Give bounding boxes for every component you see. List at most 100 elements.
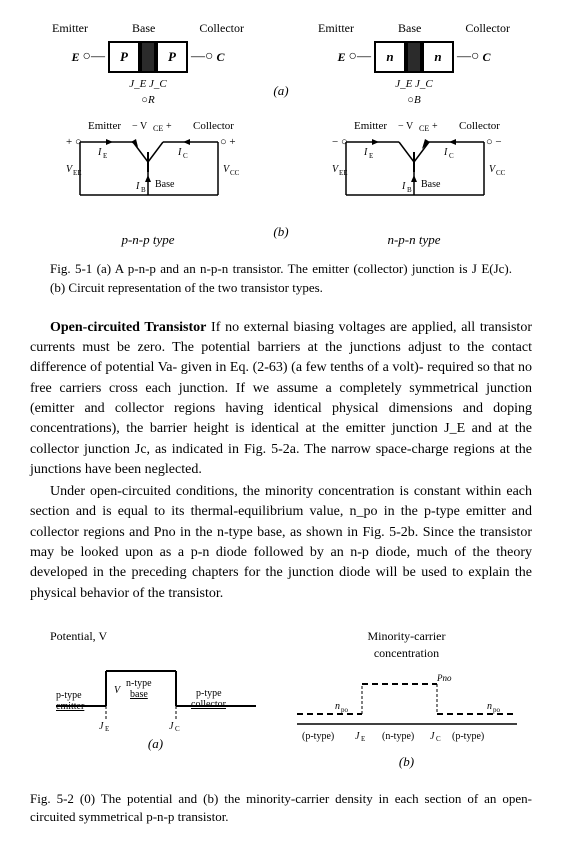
svg-text:I: I: [177, 147, 182, 158]
svg-text:Pno: Pno: [436, 673, 452, 683]
fig52-left: Potential, V p-type emitter V n-type bas…: [30, 628, 281, 780]
svg-text:I: I: [363, 147, 368, 158]
svg-text:C: C: [436, 735, 441, 743]
region-n1: n: [374, 41, 406, 73]
fig51-npn-block: Emitter Base Collector E ○— n n —○ C J_E…: [296, 20, 532, 109]
fig52-panel-b: (b): [281, 753, 532, 772]
svg-text:− V: − V: [398, 121, 414, 132]
bottom-b: B: [414, 94, 421, 106]
label-collector2: Collector: [465, 20, 510, 37]
fig51-npn-circuit: Emitter − VCE + Collector − ○ ○ − IE IC …: [296, 117, 532, 250]
svg-text:(p-type): (p-type): [452, 731, 484, 742]
svg-text:n-type: n-type: [126, 678, 152, 689]
fig52-left-title: Potential, V: [50, 628, 281, 645]
label-emitter: Emitter: [52, 20, 88, 37]
junction-labels-pnp: J_E J_C: [30, 77, 266, 93]
region-p2: P: [156, 41, 188, 73]
region-base-shaded2: [406, 41, 422, 73]
svg-text:base: base: [130, 689, 148, 700]
svg-text:J: J: [430, 731, 435, 742]
svg-text:CC: CC: [496, 169, 506, 177]
svg-text:E: E: [105, 725, 109, 731]
svg-text:Base: Base: [155, 179, 175, 190]
fig51-panel-b: (b): [266, 223, 296, 242]
svg-text:EE: EE: [339, 169, 348, 177]
svg-text:n: n: [335, 701, 340, 712]
svg-text:E: E: [361, 735, 365, 743]
npn-circuit-svg: Emitter − VCE + Collector − ○ ○ − IE IC …: [314, 117, 514, 227]
svg-text:CE: CE: [419, 124, 429, 133]
label-collector: Collector: [199, 20, 244, 37]
svg-text:− V: − V: [132, 121, 148, 132]
svg-text:E: E: [369, 152, 373, 160]
fig52-caption: Fig. 5-2 (0) The potential and (b) the m…: [30, 790, 532, 828]
terminal-e: E: [72, 49, 80, 66]
svg-text:emitter: emitter: [56, 701, 85, 712]
npn-type-label: n-p-n type: [296, 231, 532, 250]
p2-text: Under open-circuited conditions, the min…: [30, 482, 532, 604]
svg-text:C: C: [175, 725, 180, 731]
svg-text:I: I: [97, 147, 102, 158]
region-p1: P: [108, 41, 140, 73]
pnp-block-diagram: E ○— P P —○ C: [30, 41, 266, 73]
fig51-pnp-circuit: Emitter − VCE + Collector + ○ ○ + IE IC …: [30, 117, 266, 250]
svg-text:CE: CE: [153, 124, 163, 133]
svg-text:J: J: [99, 721, 104, 731]
svg-text:EE: EE: [73, 169, 82, 177]
terminal-c: C: [216, 49, 224, 66]
label-base: Base: [132, 20, 155, 37]
svg-text:C: C: [449, 152, 454, 160]
fig52-row: Potential, V p-type emitter V n-type bas…: [30, 628, 532, 780]
fig51-pnp-block: Emitter Base Collector E ○— P P —○ C J_E…: [30, 20, 266, 109]
svg-text:B: B: [407, 186, 412, 194]
fig52-right-title: Minority-carrier concentration: [281, 628, 532, 663]
svg-text:C: C: [183, 152, 188, 160]
svg-text:p-type: p-type: [56, 690, 82, 701]
svg-text:Emitter: Emitter: [88, 120, 121, 132]
svg-text:J: J: [169, 721, 174, 731]
svg-text:(n-type): (n-type): [382, 731, 414, 742]
bottom-r: R: [148, 94, 155, 106]
fig52-panel-a: (a): [30, 735, 281, 754]
fig51-circuit-row: Emitter − VCE + Collector + ○ ○ + IE IC …: [30, 117, 532, 250]
body-text: Open-circuited Transistor If no external…: [30, 318, 532, 604]
svg-text:Collector: Collector: [193, 120, 234, 132]
svg-text:B: B: [141, 186, 146, 194]
svg-text:J: J: [355, 731, 360, 742]
svg-text:CC: CC: [230, 169, 240, 177]
fig52-right: Minority-carrier concentration npo Pno n…: [281, 628, 532, 780]
svg-text:(p-type): (p-type): [302, 731, 334, 742]
svg-text:E: E: [103, 152, 107, 160]
fig51-panel-a: (a): [266, 82, 296, 101]
fig51-block-row: Emitter Base Collector E ○— P P —○ C J_E…: [30, 20, 532, 109]
junction-labels-npn: J_E J_C: [296, 77, 532, 93]
svg-text:○ +: ○ +: [220, 136, 236, 148]
region-base-shaded: [140, 41, 156, 73]
potential-svg: p-type emitter V n-type base p-type coll…: [46, 651, 266, 731]
fig51-caption: Fig. 5-1 (a) A p-n-p and an n-p-n transi…: [50, 260, 512, 298]
svg-text:p-type: p-type: [196, 688, 222, 699]
svg-text:I: I: [401, 181, 406, 192]
terminal-c2: C: [482, 49, 490, 66]
terminal-e2: E: [338, 49, 346, 66]
p1-lead: Open-circuited Transistor: [50, 320, 206, 335]
svg-text:Collector: Collector: [459, 120, 500, 132]
npn-block-diagram: E ○— n n —○ C: [296, 41, 532, 73]
svg-text:○ −: ○ −: [486, 136, 502, 148]
minority-svg: npo Pno npo (p-type) JE (n-type) JC (p-t…: [287, 669, 527, 749]
svg-text:Base: Base: [421, 179, 441, 190]
svg-text:V: V: [114, 685, 122, 696]
svg-text:I: I: [443, 147, 448, 158]
svg-text:I: I: [135, 181, 140, 192]
svg-text:po: po: [341, 706, 349, 714]
svg-text:+: +: [432, 121, 438, 132]
label-base2: Base: [398, 20, 421, 37]
svg-text:+: +: [166, 121, 172, 132]
svg-text:n: n: [487, 701, 492, 712]
label-emitter2: Emitter: [318, 20, 354, 37]
pnp-circuit-svg: Emitter − VCE + Collector + ○ ○ + IE IC …: [48, 117, 248, 227]
p1-text: If no external biasing voltages are appl…: [30, 320, 532, 477]
svg-text:collector: collector: [191, 699, 227, 710]
svg-text:po: po: [493, 706, 501, 714]
svg-text:Emitter: Emitter: [354, 120, 387, 132]
